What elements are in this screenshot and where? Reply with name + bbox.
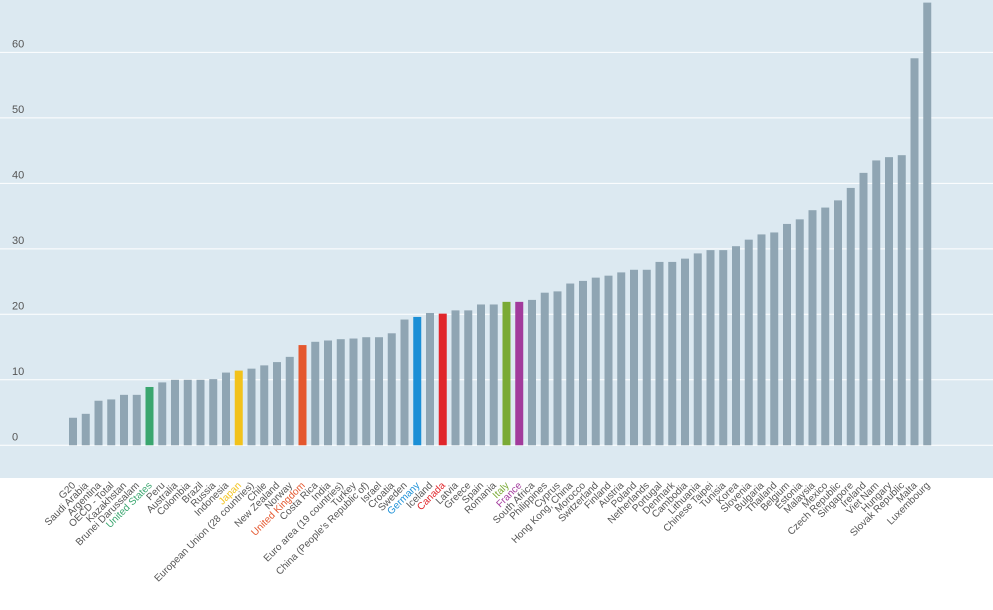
bar-hungary [885, 157, 893, 446]
bar-saudi-arabia [81, 413, 90, 446]
bar-oecd-total [107, 399, 116, 446]
bar-peru [158, 382, 167, 446]
bar-chile [260, 365, 269, 446]
bar-brazil [196, 379, 205, 446]
bar-euro-area-19-countries [336, 339, 345, 446]
bar-israel [375, 337, 383, 446]
bar-mexico [821, 207, 830, 446]
y-tick-label: 40 [12, 169, 24, 181]
bar-malaysia [808, 210, 817, 446]
bar-costa-rica [311, 341, 320, 446]
bar-philippines [540, 292, 549, 446]
bar-brunei-darussalam [132, 394, 141, 446]
bar-norway [285, 356, 294, 446]
bar-spain [477, 304, 485, 446]
bar-new-zealand [273, 362, 281, 446]
bar-italy [502, 301, 511, 446]
bar-indonesia [222, 372, 230, 446]
bar-australia [171, 379, 179, 446]
bar-slovak-republic [897, 155, 906, 446]
bar-colombia [183, 379, 192, 446]
bar-latvia [451, 310, 460, 446]
y-tick-label: 60 [12, 38, 24, 50]
bar-poland [630, 269, 638, 446]
bar-cambodia [681, 258, 689, 446]
bar-tunisia [719, 250, 728, 446]
bar-austria [617, 272, 626, 446]
bar-lithuania [693, 253, 702, 446]
bar-morocco [579, 280, 587, 446]
bar-croatia [387, 333, 396, 446]
bar-portugal [655, 261, 664, 446]
bar-luxembourg [923, 2, 932, 446]
bar-romania [489, 304, 498, 446]
bar-greece [464, 310, 473, 446]
bar-kazakhstan [120, 394, 128, 446]
bar-estonia [795, 219, 804, 446]
bar-ireland [859, 172, 868, 446]
bar-viet-nam [872, 160, 881, 446]
bar-denmark [668, 261, 677, 446]
bar-g20 [69, 417, 77, 446]
bar-korea [732, 246, 740, 446]
bar-cyprus [553, 291, 562, 446]
bar-european-union-28-countries [247, 368, 256, 446]
bar-germany [413, 316, 422, 446]
y-tick-label: 0 [12, 431, 18, 443]
bar-malta [910, 58, 919, 446]
bar-iceland [426, 312, 434, 446]
bar-singapore [846, 187, 855, 446]
bar-canada [438, 313, 447, 446]
bar-netherlands [642, 269, 651, 446]
bar-switzerland [591, 277, 600, 446]
bar-sweden [400, 319, 409, 446]
bar-united-states [145, 386, 154, 446]
bar-turkey [349, 338, 358, 446]
y-tick-label: 20 [12, 300, 24, 312]
bar-bulgaria [757, 234, 766, 446]
bar-united-kingdom [298, 345, 307, 446]
bar-japan [234, 370, 243, 446]
bar-chinese-taipei [706, 250, 715, 446]
bar-thailand [770, 232, 779, 446]
bar-czech-republic [834, 200, 842, 446]
bar-china-people-s-republic-of [362, 337, 371, 446]
bar-slovenia [744, 239, 753, 446]
bar-france [515, 301, 524, 446]
bars [69, 2, 932, 446]
bar-argentina [94, 400, 103, 446]
y-tick-label: 30 [12, 235, 24, 247]
bar-south-africa [528, 299, 536, 446]
bar-belgium [783, 223, 791, 446]
bar-russia [209, 379, 218, 446]
bar-india [324, 340, 332, 446]
bar-finland [604, 275, 613, 446]
y-axis-ticks: 0 10 20 30 40 50 60 [12, 38, 24, 443]
bar-hong-kong-china [566, 283, 575, 446]
y-tick-label: 10 [12, 366, 24, 378]
y-tick-label: 50 [12, 104, 24, 116]
